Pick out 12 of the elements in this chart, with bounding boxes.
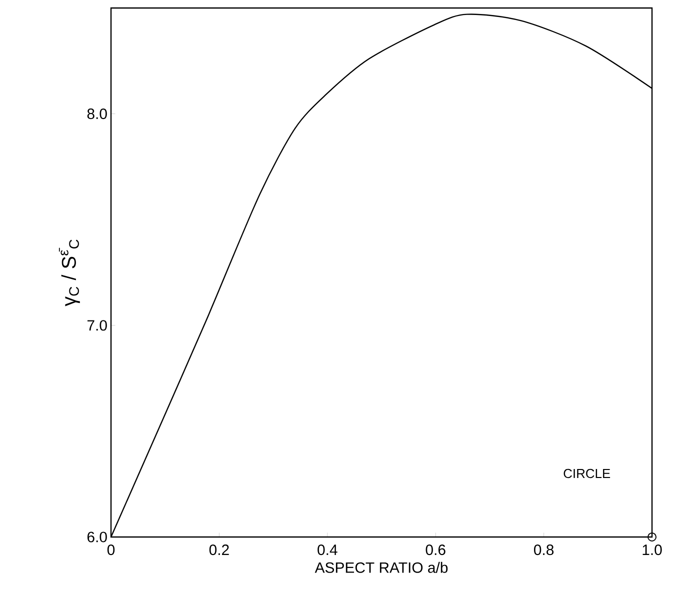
x-tick-label: 0.6 bbox=[426, 544, 446, 556]
x-tick-label: 0 bbox=[107, 544, 115, 556]
annotation: CIRCLE bbox=[564, 468, 610, 478]
x-tick-label: 0.2 bbox=[209, 544, 229, 556]
y-tick-label: 8.0 bbox=[87, 108, 107, 120]
y-axis-title: γ$_{C}$ / S$^{ε̄}$C bbox=[58, 240, 80, 306]
x-tick-label: 0.4 bbox=[318, 544, 338, 556]
y-tick-label: 6.0 bbox=[87, 532, 107, 542]
x-axis-title: ASPECT RATIO a/b bbox=[314, 562, 448, 573]
x-tick-label: 0.8 bbox=[534, 544, 554, 556]
y-tick-label: 7.0 bbox=[87, 320, 107, 331]
x-tick-label: 1.0 bbox=[642, 544, 662, 556]
